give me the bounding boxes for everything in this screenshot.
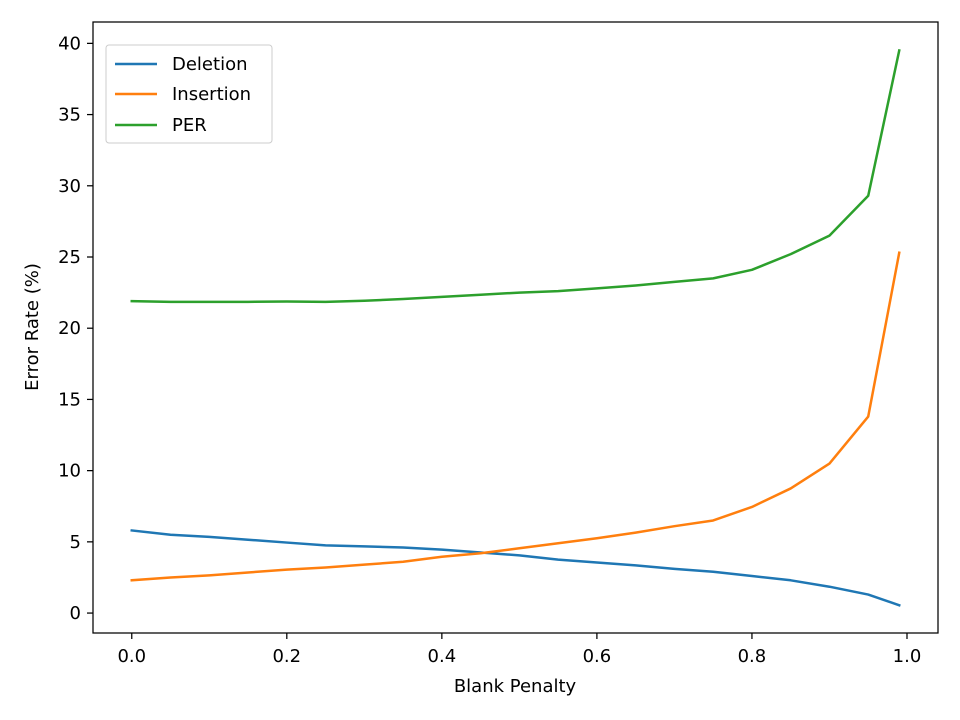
y-tick-label: 10 [58, 461, 81, 482]
y-tick-label: 20 [58, 318, 81, 339]
y-axis: 0 5 10 15 20 25 30 35 40 [58, 33, 93, 624]
legend-box [105, 44, 273, 144]
legend-label-per: PER [172, 115, 207, 136]
y-tick-label: 35 [58, 105, 81, 126]
series-layer [130, 48, 901, 607]
legend-label-deletion: Deletion [172, 54, 248, 75]
y-tick-label: 40 [58, 33, 81, 54]
x-axis-label: Blank Penalty [454, 676, 577, 697]
x-tick-label: 0.0 [117, 646, 146, 667]
y-tick-label: 15 [58, 389, 81, 410]
series-line-per [130, 48, 901, 304]
x-tick-label: 0.2 [272, 646, 301, 667]
y-tick-label: 5 [70, 532, 81, 553]
x-tick-label: 0.6 [583, 646, 612, 667]
x-tick-label: 0.8 [738, 646, 767, 667]
series-line-deletion [130, 529, 901, 607]
x-tick-label: 0.4 [428, 646, 457, 667]
series-line-insertion [130, 251, 901, 582]
legend-label-insertion: Insertion [172, 84, 251, 105]
x-axis: 0.0 0.2 0.4 0.6 0.8 1.0 [117, 633, 921, 667]
y-axis-label: Error Rate (%) [22, 263, 43, 391]
y-tick-label: 30 [58, 176, 81, 197]
y-tick-label: 0 [70, 603, 81, 624]
y-tick-label: 25 [58, 247, 81, 268]
x-tick-label: 1.0 [893, 646, 922, 667]
legend: Deletion Insertion PER [105, 44, 273, 144]
